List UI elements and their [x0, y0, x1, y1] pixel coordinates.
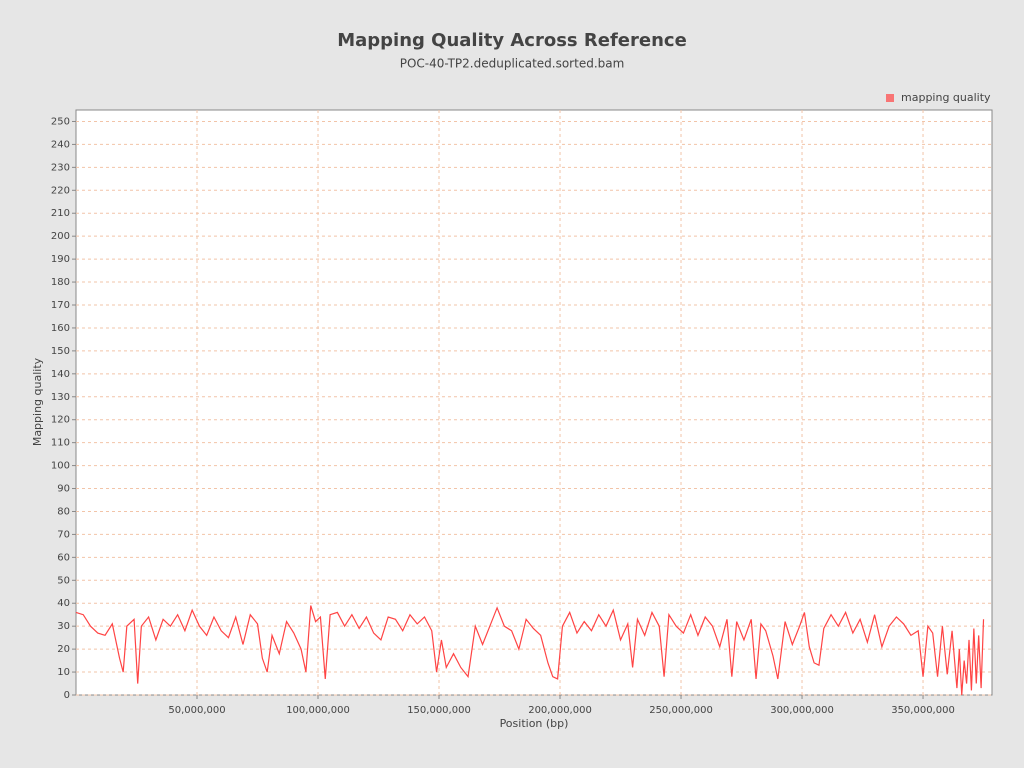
grid — [76, 110, 992, 696]
y-tick-label: 190 — [51, 254, 70, 265]
y-tick-label: 230 — [51, 162, 70, 173]
y-tick-label: 60 — [57, 552, 70, 563]
y-tick-label: 170 — [51, 300, 70, 311]
y-tick-label: 210 — [51, 208, 70, 219]
y-tick-label: 10 — [57, 667, 70, 678]
legend-swatch — [886, 94, 894, 102]
x-tick-label: 350,000,000 — [891, 705, 955, 716]
y-tick-label: 50 — [57, 575, 70, 586]
y-tick-label: 220 — [51, 185, 70, 196]
y-tick-label: 200 — [51, 231, 70, 242]
y-tick-label: 150 — [51, 346, 70, 357]
data-line — [75, 605, 985, 696]
y-tick-label: 90 — [57, 484, 70, 495]
chart-subtitle: POC-40-TP2.deduplicated.sorted.bam — [400, 57, 625, 71]
x-tick-label: 100,000,000 — [286, 705, 350, 716]
y-tick-label: 240 — [51, 139, 70, 150]
x-tick-label: 300,000,000 — [770, 705, 834, 716]
plot-area — [75, 109, 993, 696]
x-axis-label: Position (bp) — [500, 717, 569, 730]
y-tick-label: 0 — [64, 690, 70, 701]
y-tick-label: 160 — [51, 323, 70, 334]
y-tick-label: 80 — [57, 506, 70, 517]
y-tick-label: 250 — [51, 116, 70, 127]
legend-label: mapping quality — [901, 91, 991, 104]
y-tick-label: 70 — [57, 529, 70, 540]
y-tick-label: 30 — [57, 621, 70, 632]
y-tick-label: 110 — [51, 438, 70, 449]
y-tick-label: 140 — [51, 369, 70, 380]
y-tick-label: 100 — [51, 461, 70, 472]
y-tick-label: 20 — [57, 644, 70, 655]
marks — [75, 605, 985, 696]
x-tick-label: 150,000,000 — [407, 705, 471, 716]
x-tick-label: 50,000,000 — [168, 705, 225, 716]
x-tick-label: 200,000,000 — [528, 705, 592, 716]
y-tick-label: 40 — [57, 598, 70, 609]
y-tick-label: 120 — [51, 415, 70, 426]
y-tick-label: 130 — [51, 392, 70, 403]
y-axis-label: Mapping quality — [31, 357, 44, 446]
chart-title: Mapping Quality Across Reference — [337, 30, 687, 51]
y-tick-label: 180 — [51, 277, 70, 288]
x-tick-label: 250,000,000 — [649, 705, 713, 716]
